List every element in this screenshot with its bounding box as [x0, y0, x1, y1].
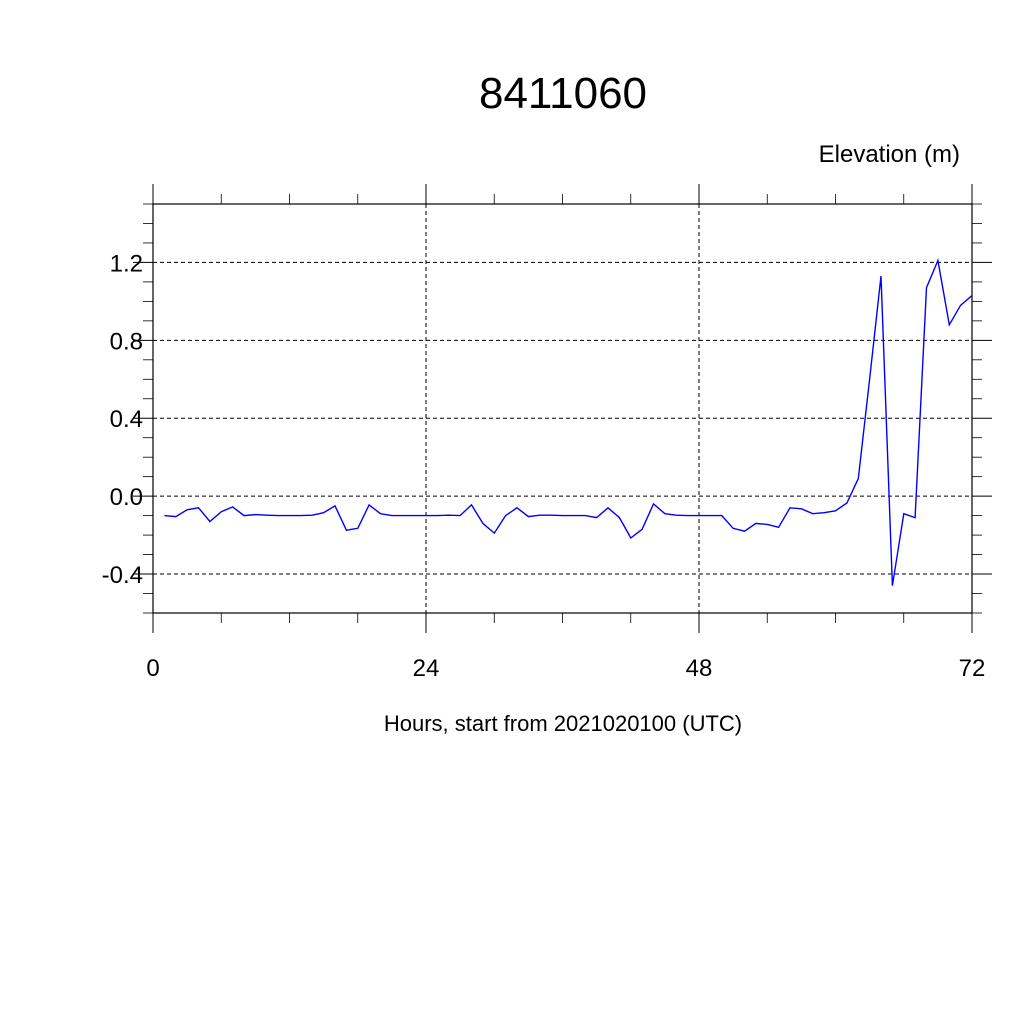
- major-ticks: [133, 184, 992, 633]
- x-tick-label: 0: [146, 655, 159, 682]
- minor-ticks: [143, 194, 982, 623]
- series-line: [164, 258, 973, 586]
- x-axis-label: Hours, start from 2021020100 (UTC): [384, 711, 742, 736]
- y-axis-label: Elevation (m): [819, 141, 960, 168]
- chart-title: 8411060: [479, 69, 647, 118]
- y-tick-label: 0.0: [110, 484, 143, 511]
- x-tick-label: 72: [959, 655, 986, 682]
- x-tick-label: 24: [413, 655, 440, 682]
- grid-lines: [153, 204, 972, 613]
- y-tick-label: -0.4: [102, 562, 143, 589]
- tick-labels: 0 24 48 72 -0.4 0.0 0.4 0.8 1.2: [102, 250, 986, 682]
- y-tick-label: 1.2: [110, 250, 143, 277]
- y-tick-label: 0.4: [110, 406, 143, 433]
- plot-frame: [152, 203, 973, 614]
- x-tick-label: 48: [686, 655, 713, 682]
- y-tick-label: 0.8: [110, 328, 143, 355]
